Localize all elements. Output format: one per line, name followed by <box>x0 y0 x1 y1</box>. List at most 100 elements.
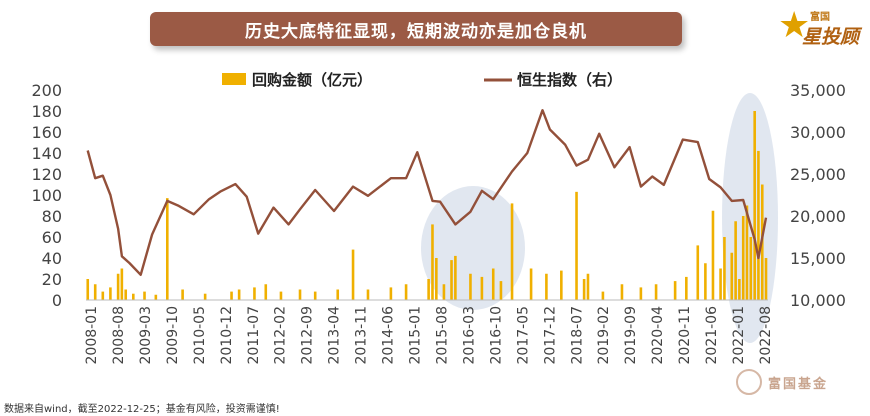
bar-buyback-2011-09 <box>253 287 256 300</box>
bar-buyback-2022-08 <box>749 237 753 300</box>
bar-buyback-2011-05 <box>237 289 241 300</box>
bar-buyback-2009-04 <box>143 291 146 300</box>
bar-buyback-2016-02 <box>454 255 457 300</box>
bar-buyback-2009-07 <box>154 294 158 300</box>
bar-buyback-2014-03 <box>366 289 370 300</box>
x-tick-label: 2011-07 <box>246 306 262 365</box>
legend-label-line: 恒生指数（右） <box>517 71 622 89</box>
x-tick-label: 2014-06 <box>381 306 397 365</box>
bar-buyback-2022-05 <box>738 279 741 300</box>
bar-buyback-2016-12 <box>491 268 495 300</box>
x-tick-label: 2009-10 <box>165 306 181 365</box>
source-note: 数据来自wind，截至2022-12-25；基金有风险，投资需谨慎! <box>4 404 280 415</box>
x-tick-label: 2015-08 <box>434 306 450 365</box>
bar-buyback-2016-01 <box>450 260 453 300</box>
bar-buyback-2012-09 <box>298 289 302 300</box>
brand-logo: ★ 富国 星投顾 <box>778 5 868 49</box>
bar-buyback-2017-10 <box>529 268 533 300</box>
bar-buyback-2009-10 <box>165 198 169 300</box>
x-tick-label: 2022-01 <box>731 306 747 365</box>
bar-buyback-2018-02 <box>545 273 548 300</box>
x-tick-label: 2020-11 <box>677 306 693 365</box>
chart-title: 历史大底特征显现，短期波动亦是加仓良机 <box>245 21 587 42</box>
y-left-tick-label: 180 <box>31 102 62 121</box>
bar-buyback-2022-04 <box>734 221 737 300</box>
x-tick-label: 2008-08 <box>111 306 127 365</box>
highlight-ellipse-2022 <box>722 93 778 343</box>
bar-buyback-2018-06 <box>560 270 563 300</box>
logo-main-text: 星投顾 <box>802 26 860 48</box>
x-tick-label: 2016-10 <box>488 306 504 365</box>
bar-buyback-2020-07 <box>654 284 658 300</box>
watermark: 富国基金 <box>706 368 858 396</box>
legend-label-bar: 回购金额（亿元） <box>252 71 372 89</box>
y-left-tick-label: 160 <box>31 123 62 142</box>
bar-buyback-2020-03 <box>639 287 643 300</box>
y-right-tick-label: 30,000 <box>790 123 846 142</box>
logo-small-text: 富国 <box>810 12 830 23</box>
bar-buyback-2009-01 <box>132 293 135 300</box>
bar-buyback-2019-01 <box>586 273 590 300</box>
bar-buyback-2022-12 <box>764 258 768 300</box>
y-right-tick-label: 25,000 <box>790 165 846 184</box>
highlight-ellipse-2016 <box>421 186 525 310</box>
bar-buyback-2019-10 <box>620 284 624 300</box>
x-tick-label: 2010-12 <box>219 306 235 365</box>
y-left-tick-label: 60 <box>42 228 62 247</box>
y-left-tick-label: 80 <box>42 207 62 226</box>
bar-buyback-2008-10 <box>120 268 124 300</box>
bar-buyback-2018-12 <box>582 279 586 300</box>
bar-buyback-2019-05 <box>601 291 605 300</box>
bar-buyback-2008-07 <box>109 287 112 300</box>
bar-buyback-2018-10 <box>575 191 578 300</box>
bar-buyback-2015-01 <box>404 284 408 300</box>
bar-buyback-2008-09 <box>116 273 120 300</box>
y-left-tick-label: 20 <box>42 270 62 289</box>
x-tick-label: 2020-04 <box>650 306 666 365</box>
bar-buyback-2014-09 <box>389 287 393 300</box>
bar-buyback-2013-01 <box>313 291 317 300</box>
bar-buyback-2008-01 <box>86 279 90 300</box>
bar-buyback-2022-03 <box>730 252 734 300</box>
y-right-tick-label: 10,000 <box>790 291 846 310</box>
y-right-tick-label: 15,000 <box>790 249 846 268</box>
bar-buyback-2022-01 <box>723 237 726 300</box>
y-right-tick-label: 35,000 <box>790 81 846 100</box>
bar-buyback-2013-11 <box>351 249 355 300</box>
bar-buyback-2015-09 <box>435 258 438 300</box>
y-left-tick-label: 40 <box>42 249 62 268</box>
bar-buyback-2011-12 <box>264 284 268 300</box>
bar-buyback-2022-09 <box>753 111 756 300</box>
x-tick-label: 2010-05 <box>192 306 208 365</box>
bar-buyback-2016-06 <box>469 273 472 300</box>
bar-buyback-2017-02 <box>499 281 503 300</box>
x-tick-label: 2016-03 <box>461 306 477 365</box>
bar-buyback-2022-06 <box>741 216 745 300</box>
y-left-tick-label: 0 <box>52 291 62 310</box>
x-tick-label: 2012-09 <box>300 306 316 365</box>
x-tick-label: 2012-02 <box>273 306 289 365</box>
y-left-tick-label: 200 <box>31 81 62 100</box>
bar-buyback-2017-05 <box>510 203 514 300</box>
y-right-tick-label: 20,000 <box>790 207 846 226</box>
bar-buyback-2021-03 <box>685 276 688 300</box>
bar-buyback-2021-06 <box>696 245 700 300</box>
x-tick-label: 2017-05 <box>515 306 531 365</box>
title-banner: 历史大底特征显现，短期波动亦是加仓良机 <box>150 12 682 46</box>
x-tick-label: 2021-06 <box>704 306 720 365</box>
bar-buyback-2008-03 <box>93 284 97 300</box>
bar-buyback-2015-07 <box>427 279 430 300</box>
bar-buyback-2011-03 <box>230 291 233 300</box>
bar-buyback-2020-12 <box>673 281 677 300</box>
bar-buyback-2013-07 <box>336 289 340 300</box>
bar-buyback-2012-04 <box>279 291 283 300</box>
x-tick-label: 2009-03 <box>138 306 154 365</box>
x-tick-label: 2013-11 <box>354 306 370 365</box>
star-icon: ★ <box>778 5 811 46</box>
bar-buyback-2008-05 <box>101 291 105 300</box>
x-tick-label: 2015-01 <box>408 306 424 365</box>
bar-buyback-2021-08 <box>704 263 707 300</box>
bar-buyback-2016-09 <box>480 276 484 300</box>
bar-buyback-2022-10 <box>757 150 760 300</box>
